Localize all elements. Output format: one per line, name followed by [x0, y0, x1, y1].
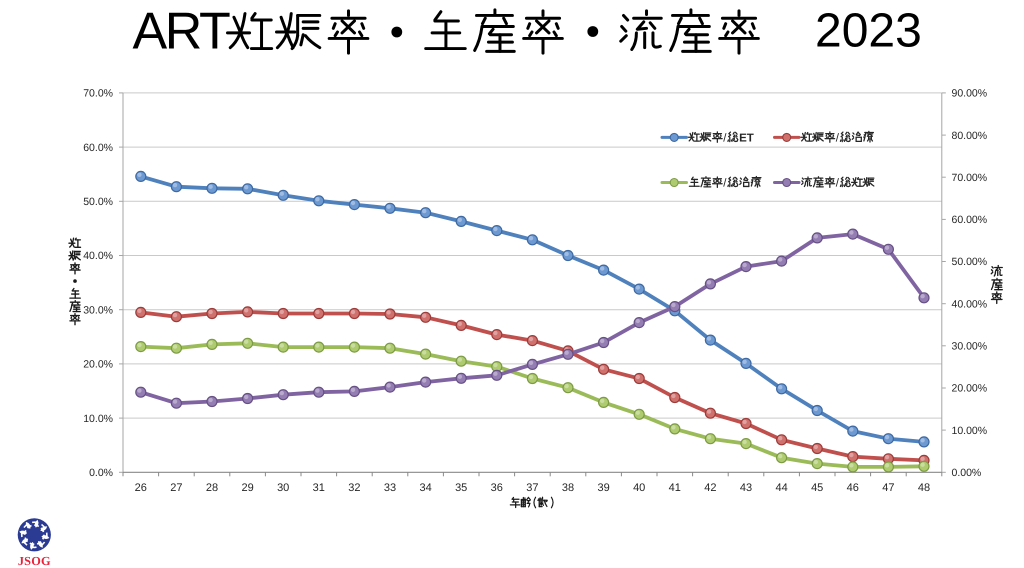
svg-text:37: 37 — [526, 482, 538, 494]
svg-text:0.0%: 0.0% — [89, 467, 113, 479]
svg-text:31: 31 — [313, 482, 325, 494]
svg-text:90.00%: 90.00% — [952, 88, 988, 100]
svg-text:38: 38 — [562, 482, 574, 494]
svg-text:70.00%: 70.00% — [952, 172, 988, 184]
svg-text:27: 27 — [170, 482, 182, 494]
svg-text:43: 43 — [740, 482, 752, 494]
svg-text:28: 28 — [206, 482, 218, 494]
svg-text:60.00%: 60.00% — [952, 214, 988, 226]
svg-text:JSOG: JSOG — [18, 554, 51, 568]
svg-text:32: 32 — [348, 482, 360, 494]
svg-text:/: / — [836, 178, 840, 190]
svg-text:ART: ART — [133, 3, 230, 61]
svg-text:35: 35 — [455, 482, 467, 494]
svg-text:/: / — [723, 178, 727, 190]
svg-text:36: 36 — [491, 482, 503, 494]
svg-text:50.0%: 50.0% — [83, 196, 113, 208]
svg-text:39: 39 — [597, 482, 609, 494]
svg-text:50.00%: 50.00% — [952, 256, 988, 268]
svg-text:33: 33 — [384, 482, 396, 494]
svg-text:40.0%: 40.0% — [83, 250, 113, 262]
svg-text:/: / — [836, 132, 840, 144]
svg-text:26: 26 — [135, 482, 147, 494]
svg-text:30.00%: 30.00% — [952, 341, 988, 353]
svg-text:47: 47 — [882, 482, 894, 494]
svg-text:ET: ET — [739, 132, 754, 144]
svg-text:60.0%: 60.0% — [83, 142, 113, 154]
svg-text:40.00%: 40.00% — [952, 298, 988, 310]
svg-text:70.0%: 70.0% — [83, 88, 113, 100]
svg-text:44: 44 — [775, 482, 787, 494]
svg-text:80.00%: 80.00% — [952, 130, 988, 142]
svg-text:48: 48 — [918, 482, 930, 494]
svg-text:46: 46 — [847, 482, 859, 494]
svg-text:29: 29 — [241, 482, 253, 494]
svg-text:40: 40 — [633, 482, 645, 494]
svg-text:10.0%: 10.0% — [83, 413, 113, 425]
svg-text:41: 41 — [669, 482, 681, 494]
svg-text:/: / — [723, 132, 727, 144]
svg-text:20.0%: 20.0% — [83, 359, 113, 371]
svg-text:30.0%: 30.0% — [83, 304, 113, 316]
svg-text:42: 42 — [704, 482, 716, 494]
svg-text:30: 30 — [277, 482, 289, 494]
svg-text:0.00%: 0.00% — [952, 467, 982, 479]
svg-text:10.00%: 10.00% — [952, 425, 988, 437]
svg-text:45: 45 — [811, 482, 823, 494]
svg-text:2023: 2023 — [815, 5, 922, 58]
svg-text:34: 34 — [419, 482, 431, 494]
svg-text:20.00%: 20.00% — [952, 383, 988, 395]
